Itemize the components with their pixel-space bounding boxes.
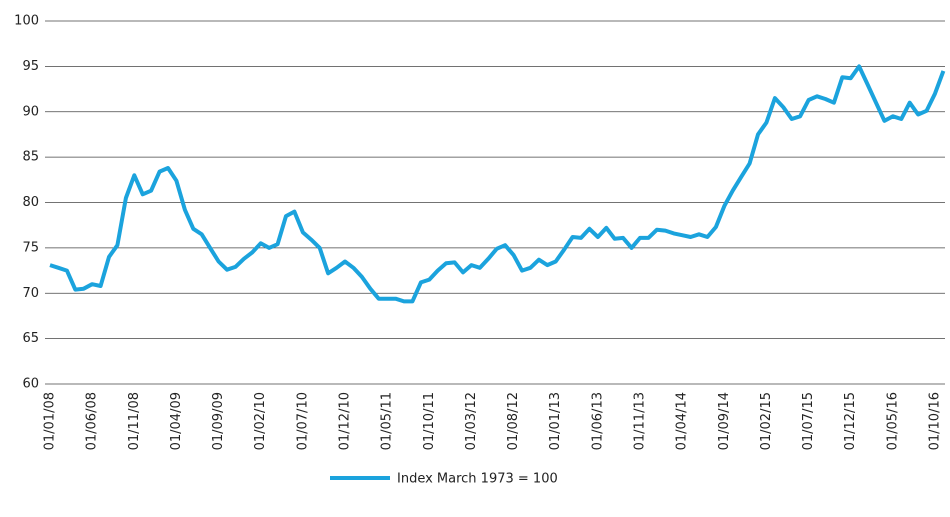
- x-tick-label: 01/02/15: [759, 392, 774, 450]
- y-tick-label: 90: [22, 104, 39, 119]
- x-tick-label: 01/04/09: [169, 392, 184, 450]
- x-tick-label: 01/03/12: [464, 392, 479, 450]
- x-tick-label: 01/02/10: [253, 392, 268, 450]
- x-tick-label: 01/11/13: [633, 392, 648, 450]
- x-tick-label: 01/04/14: [675, 392, 690, 450]
- y-tick-label: 95: [22, 59, 39, 74]
- x-tick-label: 01/07/10: [295, 392, 310, 450]
- x-tick-label: 01/07/15: [801, 392, 816, 450]
- y-tick-label: 85: [22, 150, 39, 165]
- legend-label: Index March 1973 = 100: [397, 472, 558, 487]
- x-tick-label: 01/10/16: [928, 392, 943, 450]
- x-tick-label: 01/06/08: [85, 392, 100, 450]
- x-tick-label: 01/08/12: [506, 392, 521, 450]
- x-tick-label: 01/09/14: [717, 392, 732, 450]
- x-tick-label: 01/01/08: [43, 392, 58, 450]
- x-tick-label: 01/01/13: [548, 392, 563, 450]
- y-tick-label: 65: [22, 331, 39, 346]
- x-tick-label: 01/10/11: [422, 392, 437, 450]
- x-tick-label: 01/09/09: [211, 392, 226, 450]
- y-tick-label: 70: [22, 286, 39, 301]
- x-tick-label: 01/06/13: [590, 392, 605, 450]
- line: [49, 64, 946, 304]
- x-tick-label: 01/12/10: [338, 392, 353, 450]
- x-tick-label: 01/05/16: [885, 392, 900, 450]
- x-tick-label: 01/05/11: [380, 392, 395, 450]
- y-tick-label: 80: [22, 195, 39, 210]
- y-tick-label: 75: [22, 240, 39, 255]
- x-tick-label: 01/11/08: [127, 392, 142, 450]
- y-tick-label: 100: [14, 14, 39, 29]
- y-tick-label: 60: [22, 377, 39, 392]
- x-tick-label: 01/12/15: [843, 392, 858, 450]
